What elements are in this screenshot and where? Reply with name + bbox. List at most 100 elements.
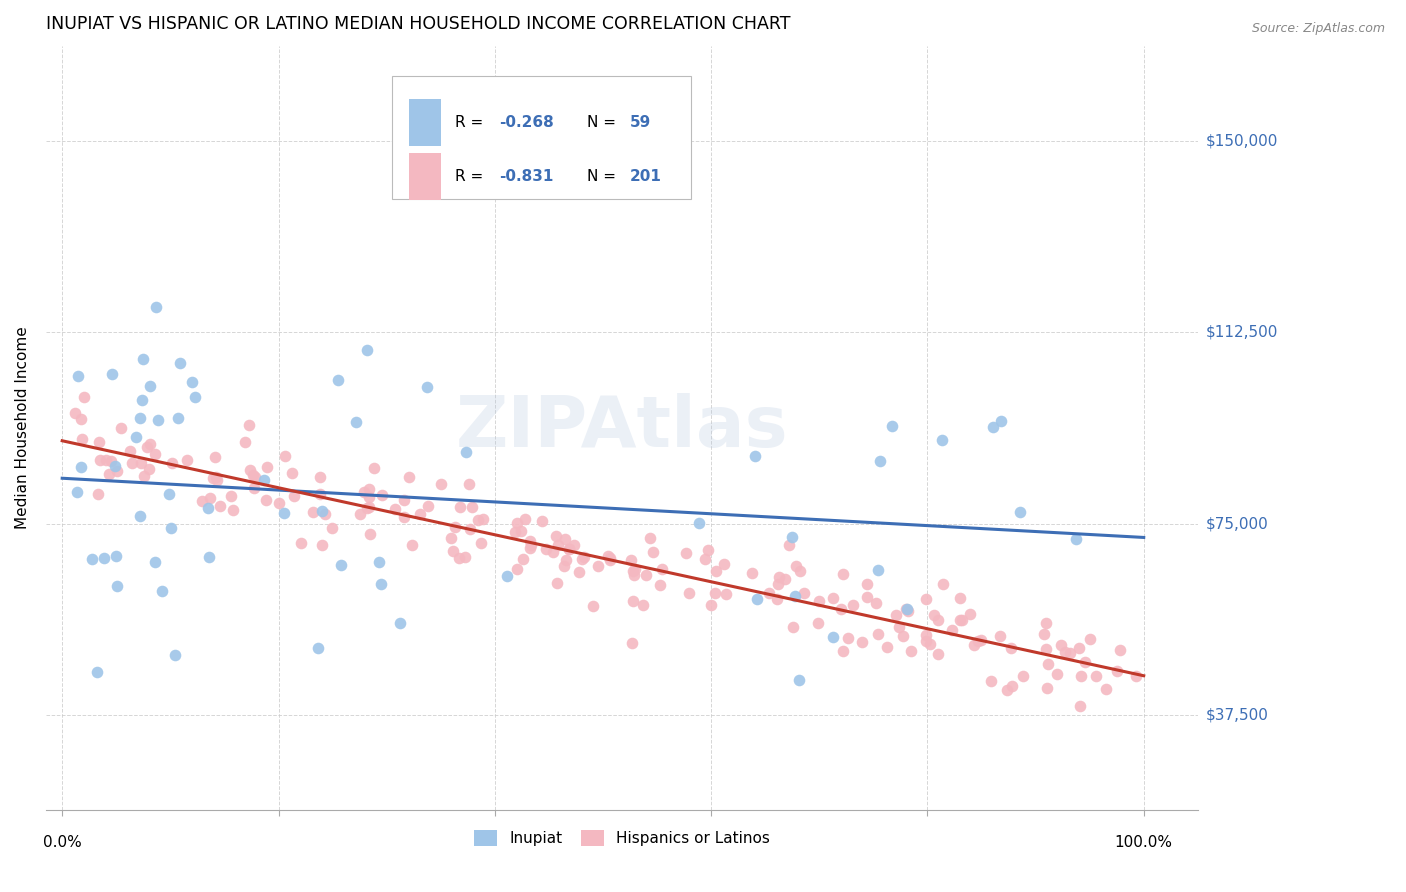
Point [544, 529, 567, 543]
Point [93, 551, 115, 566]
Point [471, 512, 494, 526]
Point [704, 586, 727, 600]
Point [146, 412, 169, 426]
Point [745, 592, 768, 607]
Point [1070, 669, 1092, 683]
Point [132, 469, 155, 483]
Point [624, 562, 647, 576]
Point [281, 466, 304, 480]
Point [131, 351, 153, 366]
Point [970, 633, 993, 648]
Point [308, 487, 330, 501]
Point [441, 544, 464, 558]
Point [110, 421, 132, 435]
Point [1095, 681, 1118, 696]
Point [368, 555, 391, 569]
Text: $75,000: $75,000 [1206, 516, 1268, 531]
Point [876, 640, 898, 654]
Point [363, 461, 385, 475]
Text: N =: N = [588, 115, 621, 130]
Point [208, 499, 231, 513]
Text: -0.831: -0.831 [499, 169, 553, 184]
Point [558, 541, 581, 556]
Point [136, 440, 159, 454]
Point [356, 343, 378, 357]
Point [571, 552, 593, 566]
Point [896, 602, 918, 616]
Point [101, 367, 124, 381]
Point [932, 576, 955, 591]
Point [555, 553, 578, 567]
Point [311, 504, 333, 518]
Point [793, 586, 815, 600]
Point [80, 551, 103, 566]
Point [931, 434, 953, 448]
Point [204, 450, 226, 464]
Point [620, 553, 643, 567]
Point [832, 567, 855, 582]
Point [449, 500, 471, 515]
Point [1036, 657, 1059, 672]
Point [588, 559, 610, 574]
Point [541, 545, 564, 559]
Point [789, 564, 811, 578]
Point [841, 598, 863, 612]
Point [467, 513, 489, 527]
Point [138, 462, 160, 476]
Point [254, 492, 277, 507]
Point [1010, 505, 1032, 519]
Point [160, 521, 183, 535]
Point [273, 449, 295, 463]
Point [321, 521, 343, 535]
Point [389, 615, 412, 630]
Point [927, 613, 949, 627]
Point [782, 530, 804, 544]
Point [1000, 641, 1022, 656]
Point [856, 590, 879, 604]
Point [356, 501, 378, 516]
Point [205, 473, 228, 487]
Point [623, 594, 645, 608]
Point [157, 487, 180, 501]
Text: $37,500: $37,500 [1206, 707, 1270, 723]
Point [512, 552, 534, 566]
Point [219, 489, 242, 503]
Point [693, 552, 716, 566]
Point [1078, 632, 1101, 646]
Point [152, 584, 174, 599]
Point [623, 567, 645, 582]
Point [915, 628, 938, 642]
Point [145, 555, 167, 569]
Point [963, 638, 986, 652]
Text: 59: 59 [630, 115, 651, 130]
Point [689, 516, 711, 531]
Point [125, 430, 148, 444]
Point [1069, 698, 1091, 713]
Point [696, 542, 718, 557]
Point [915, 634, 938, 648]
Point [821, 591, 844, 605]
Point [758, 586, 780, 600]
Point [131, 393, 153, 408]
Point [392, 492, 415, 507]
Point [167, 411, 190, 425]
Point [995, 683, 1018, 698]
Point [129, 456, 152, 470]
Bar [409, 153, 441, 201]
Point [401, 538, 423, 552]
Point [621, 564, 644, 578]
Point [553, 558, 575, 573]
Point [86, 665, 108, 680]
Point [1050, 638, 1073, 652]
Point [865, 596, 887, 610]
Point [1085, 669, 1108, 683]
Text: $112,500: $112,500 [1206, 325, 1278, 340]
Point [920, 637, 942, 651]
Point [823, 630, 845, 644]
Point [290, 536, 312, 550]
Point [900, 644, 922, 658]
Point [118, 444, 141, 458]
Point [547, 538, 569, 552]
Point [783, 589, 806, 603]
Point [531, 514, 554, 528]
